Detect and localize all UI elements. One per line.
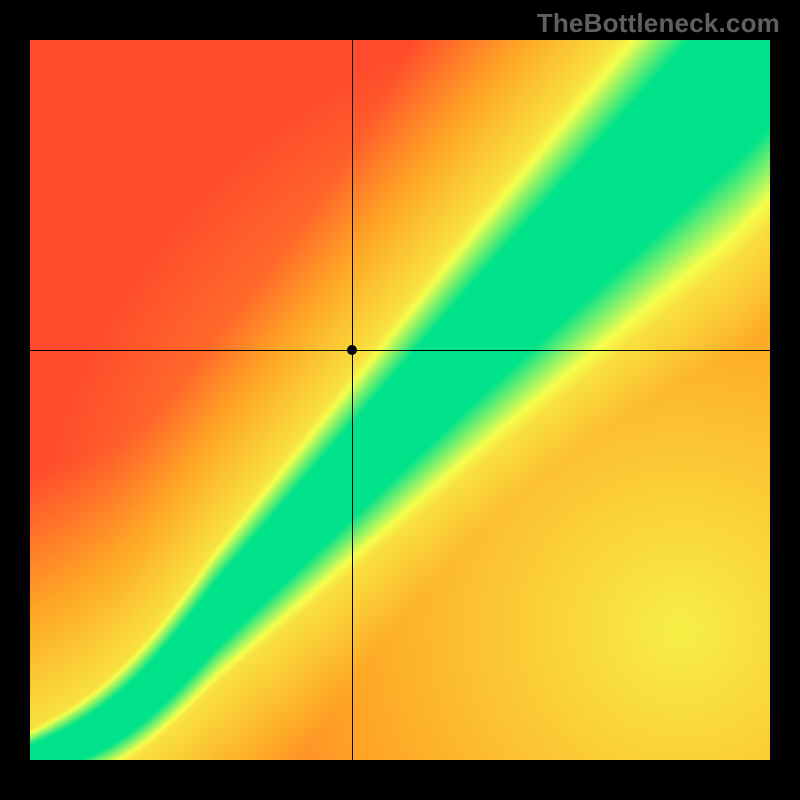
watermark-text: TheBottleneck.com <box>537 8 780 39</box>
plot-area <box>30 40 770 760</box>
heatmap-canvas <box>30 40 770 760</box>
chart-frame: TheBottleneck.com <box>0 0 800 800</box>
